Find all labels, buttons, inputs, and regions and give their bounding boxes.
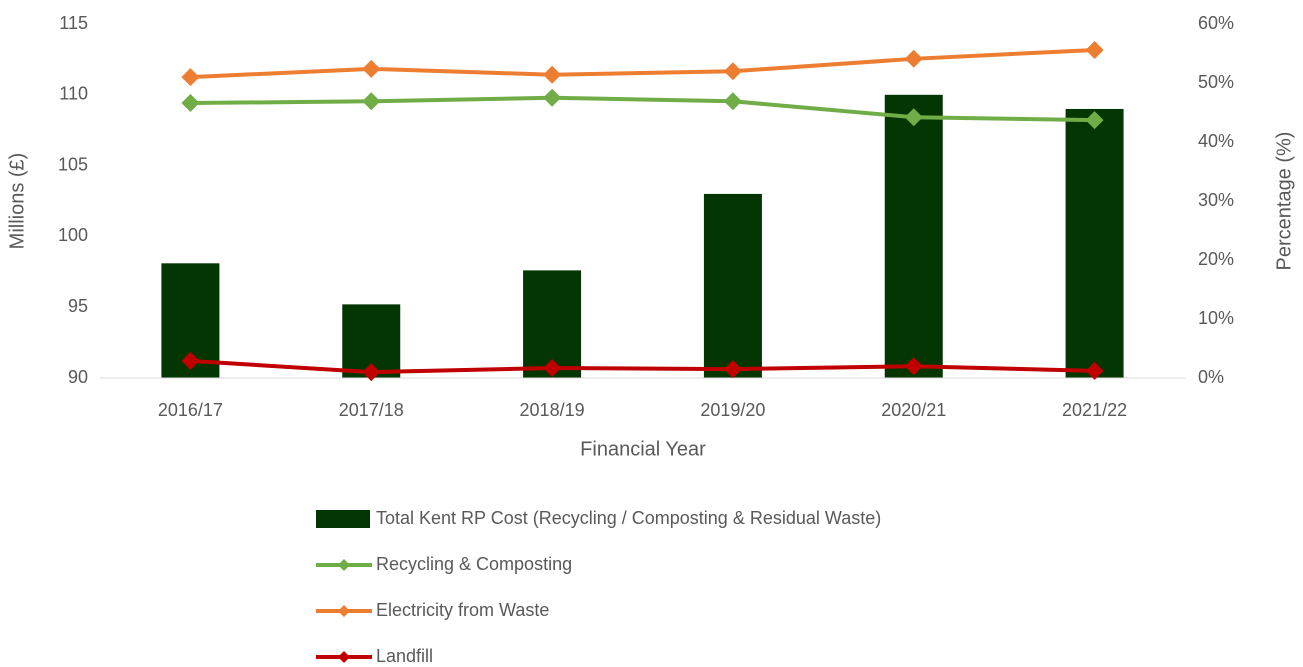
marker — [362, 59, 381, 78]
legend-label: Total Kent RP Cost (Recycling / Composti… — [376, 508, 881, 528]
y2-axis-title: Percentage (%) — [1273, 132, 1295, 271]
y-axis-title: Millions (£) — [6, 153, 28, 250]
marker — [723, 62, 742, 81]
line — [190, 95, 1095, 123]
legend-label: Recycling & Composting — [376, 554, 572, 574]
x-tick-label: 2020/21 — [881, 400, 946, 420]
legend-marker — [338, 605, 350, 617]
y-tick-label: 115 — [59, 13, 88, 33]
legend-marker — [338, 559, 350, 571]
marker — [1085, 40, 1104, 59]
line — [190, 47, 1095, 80]
x-tick-label: 2017/18 — [339, 400, 404, 420]
marker — [543, 65, 562, 84]
y-tick-label: 100 — [58, 225, 88, 245]
x-tick-label: 2019/20 — [700, 400, 765, 420]
marker — [904, 108, 923, 127]
x-tick-label: 2021/22 — [1062, 400, 1127, 420]
marker — [181, 68, 200, 87]
legend-label: Electricity from Waste — [376, 600, 549, 620]
y2-tick-label: 30% — [1198, 190, 1234, 210]
bar — [703, 193, 762, 378]
legend-marker — [338, 651, 350, 663]
y-tick-label: 105 — [58, 154, 88, 174]
x-tick-label: 2016/17 — [158, 400, 223, 420]
y2-tick-label: 20% — [1198, 249, 1234, 269]
marker — [1085, 361, 1104, 380]
y2-tick-label: 50% — [1198, 72, 1234, 92]
y2-tick-label: 40% — [1198, 131, 1234, 151]
marker — [362, 92, 381, 111]
y-tick-label: 95 — [68, 296, 88, 316]
marker — [723, 92, 742, 111]
y-tick-label: 110 — [59, 84, 88, 104]
y2-tick-label: 0% — [1198, 367, 1224, 387]
y-tick-label: 90 — [68, 367, 88, 387]
marker — [181, 94, 200, 113]
bar — [884, 94, 943, 379]
marker — [1085, 111, 1104, 130]
marker — [904, 49, 923, 68]
x-axis-title: Financial Year — [580, 438, 706, 460]
bar — [1065, 108, 1124, 379]
legend-label: Landfill — [376, 646, 433, 666]
marker — [362, 363, 381, 382]
x-tick-label: 2018/19 — [520, 400, 585, 420]
y2-tick-label: 10% — [1198, 308, 1234, 328]
marker — [543, 88, 562, 107]
marker — [904, 357, 923, 376]
legend-swatch — [316, 510, 370, 528]
marker — [543, 358, 562, 377]
marker — [723, 360, 742, 379]
marker — [181, 351, 200, 370]
line — [190, 358, 1095, 375]
y2-tick-label: 60% — [1198, 13, 1234, 33]
